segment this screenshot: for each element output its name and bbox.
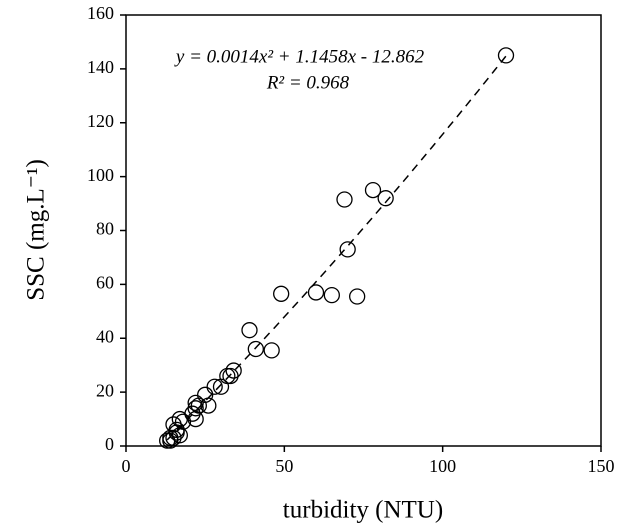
r-squared: R² = 0.968 <box>266 72 350 93</box>
data-point <box>171 410 188 428</box>
data-point <box>165 429 182 447</box>
data-point <box>212 378 230 395</box>
y-tick-label: 80 <box>96 219 114 239</box>
x-axis-title: turbidity (NTU) <box>283 497 443 524</box>
data-point <box>323 286 340 304</box>
y-tick-label: 140 <box>87 57 114 77</box>
data-point <box>273 285 290 302</box>
plot-frame <box>125 14 602 447</box>
x-tick-label: 100 <box>429 456 456 476</box>
data-point <box>190 397 207 414</box>
y-tick-label: 20 <box>96 380 114 400</box>
data-point <box>336 191 353 208</box>
data-point <box>339 241 356 258</box>
data-point <box>241 322 258 339</box>
trend-line <box>166 55 507 441</box>
data-point <box>200 397 217 414</box>
data-point <box>219 367 236 385</box>
data-point <box>206 378 223 395</box>
y-tick-label: 100 <box>87 165 114 185</box>
trend-equation: y = 0.0014x² + 1.1458x - 12.862 <box>174 46 425 67</box>
data-point <box>187 394 204 412</box>
y-tick-label: 60 <box>96 273 114 293</box>
x-tick-label: 150 <box>588 456 615 476</box>
x-tick-label: 0 <box>122 456 131 476</box>
data-point <box>247 340 264 358</box>
y-tick-label: 40 <box>96 326 114 346</box>
data-point <box>165 416 182 433</box>
y-tick-label: 0 <box>105 434 114 454</box>
y-tick-label: 160 <box>87 3 114 23</box>
x-tick-label: 50 <box>275 456 293 476</box>
data-point <box>377 190 394 207</box>
data-point <box>225 362 242 379</box>
data-point <box>307 284 325 301</box>
data-point <box>497 47 515 64</box>
data-point <box>349 288 366 305</box>
y-axis-title: SSC (mg.L⁻¹) <box>23 159 50 301</box>
data-point <box>187 410 204 428</box>
y-tick-label: 120 <box>87 111 114 131</box>
data-point <box>364 181 382 199</box>
data-point <box>162 432 179 449</box>
data-point <box>263 342 280 359</box>
